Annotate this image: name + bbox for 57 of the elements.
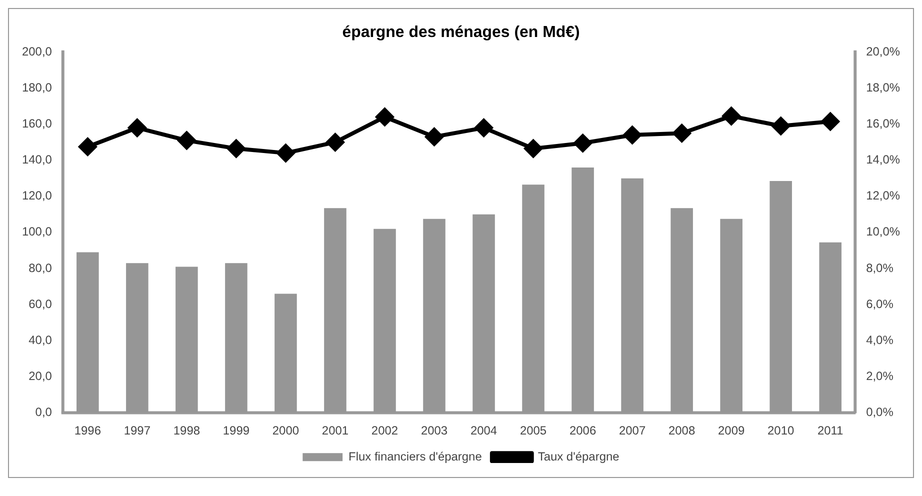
x-tick-label: 1996: [74, 423, 102, 438]
x-tick-label: 1997: [124, 423, 151, 438]
x-tick-label: 2003: [420, 423, 448, 438]
point: [376, 108, 394, 126]
y-tick-label: 60,0: [28, 296, 52, 311]
point: [722, 107, 740, 126]
y-tick-label: 80,0: [28, 260, 52, 275]
x-tick-label: 2006: [569, 423, 596, 438]
y2-tick-label: 14,0%: [866, 152, 900, 167]
point: [128, 118, 146, 137]
y-tick-label: 100,0: [22, 224, 52, 239]
point: [524, 140, 542, 158]
x-tick-label: 1999: [222, 423, 250, 438]
x-tick-label: 2001: [322, 423, 349, 438]
x-tick-label: 2007: [618, 423, 646, 438]
y-tick-label: 200,0: [22, 44, 52, 58]
y-tick-label: 180,0: [22, 80, 52, 94]
x-tick-label: 2011: [817, 423, 844, 438]
chart-title: épargne des ménages (en Md€): [342, 24, 580, 41]
y2-tick-label: 2,0%: [866, 369, 894, 384]
y-tick-label: 160,0: [22, 116, 52, 130]
y-tick-label: 20,0: [28, 369, 52, 384]
y2-tick-label: 20,0%: [866, 44, 900, 58]
x-tick-label: 2002: [371, 423, 398, 438]
y2-tick-label: 4,0%: [866, 333, 894, 347]
y-tick-label: 40,0: [28, 333, 52, 347]
y2-tick-label: 8,0%: [866, 260, 894, 275]
point: [772, 117, 790, 135]
y-tick-label: 0,0: [35, 405, 52, 420]
x-tick-label: 2005: [520, 423, 547, 438]
point: [276, 144, 295, 162]
x-tick-label: 1998: [173, 423, 200, 438]
point: [78, 138, 97, 156]
x-tick-label: 2000: [272, 423, 300, 438]
point: [672, 124, 691, 142]
y2-tick-label: 10,0%: [866, 224, 900, 239]
y2-tick-label: 16,0%: [866, 116, 900, 130]
x-tick-label: 2010: [768, 423, 794, 438]
y2-tick-label: 6,0%: [866, 296, 894, 311]
x-tick-label: 2008: [668, 423, 696, 438]
point: [425, 128, 444, 146]
point: [821, 112, 840, 130]
y2-tick-label: 12,0%: [866, 188, 900, 203]
point: [178, 131, 196, 150]
y-tick-label: 120,0: [22, 188, 52, 203]
x-tick-label: 2009: [718, 423, 745, 438]
y2-tick-label: 0,0%: [866, 405, 894, 420]
y-tick-label: 140,0: [22, 152, 52, 167]
x-tick-label: 2004: [470, 423, 498, 438]
point: [574, 134, 592, 152]
point: [474, 118, 493, 137]
point: [227, 140, 246, 158]
point: [326, 133, 344, 152]
legend-label: Flux financiers d'épargne: [348, 449, 482, 464]
point: [623, 126, 642, 144]
y2-tick-label: 18,0%: [866, 80, 900, 94]
legend-label: Taux d'épargne: [538, 449, 620, 464]
